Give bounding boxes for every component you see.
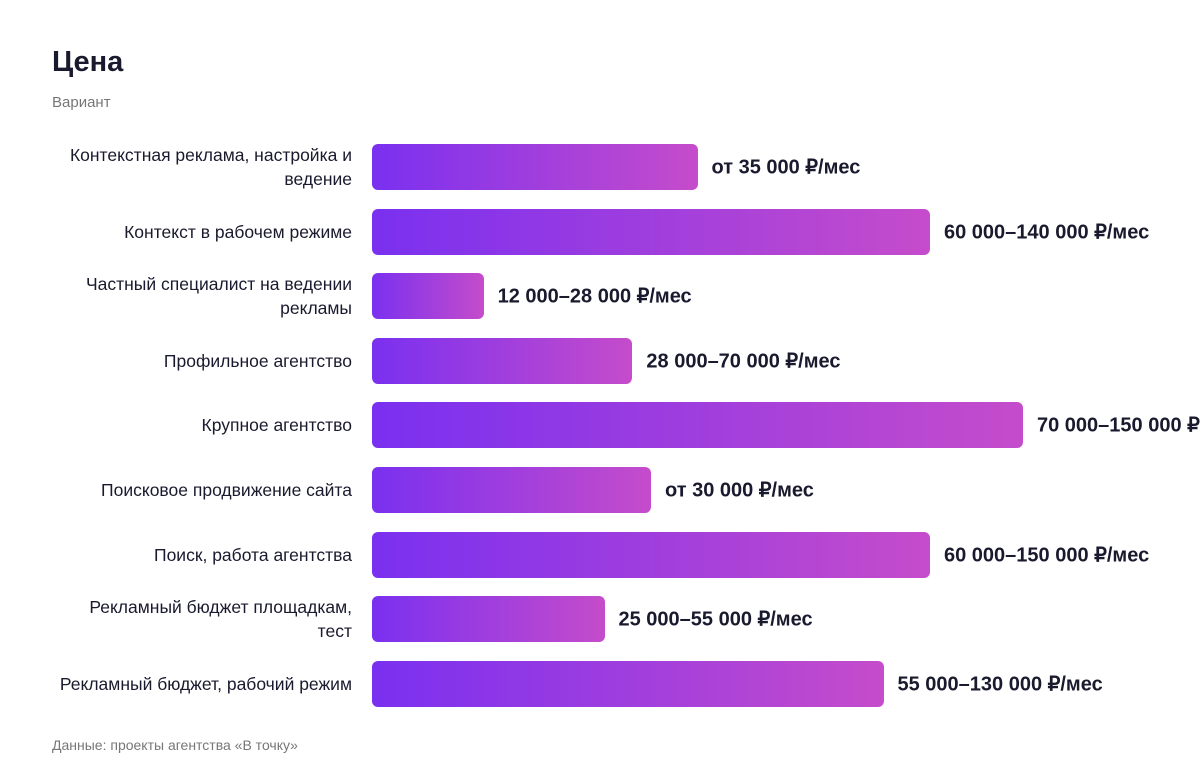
category-label: Контекстная реклама, настройка и ведение	[69, 145, 352, 189]
category-label: Частный специалист на ведении рекламы	[85, 274, 352, 319]
bar	[372, 402, 1023, 449]
bar	[372, 660, 884, 707]
chart-subtitle: Вариант	[52, 94, 111, 111]
bar	[372, 144, 698, 190]
bar	[372, 208, 930, 255]
value-label: 60 000–140 000 ₽/мес	[944, 221, 1150, 244]
category-label: Поиск, работа агентства	[153, 544, 352, 565]
bar	[372, 596, 605, 643]
category-label: Поисковое продвижение сайта	[101, 480, 352, 500]
bar	[372, 467, 651, 513]
value-label: 28 000–70 000 ₽/мес	[646, 350, 841, 373]
category-label: Рекламный бюджет, рабочий режим	[59, 673, 352, 694]
category-label: Контекст в рабочем режиме	[124, 221, 352, 242]
bar	[372, 273, 484, 320]
source-note: Данные: проекты агентства «В точку»	[52, 737, 298, 753]
value-label: от 35 000 ₽/мес	[711, 156, 861, 179]
value-label: 55 000–130 000 ₽/мес	[897, 673, 1103, 696]
value-label: 25 000–55 000 ₽/мес	[618, 608, 813, 631]
value-label: 70 000–150 000 ₽/мес	[1037, 414, 1200, 437]
value-label: 12 000–28 000 ₽/мес	[497, 285, 692, 308]
bar	[372, 531, 930, 578]
value-label: 60 000–150 000 ₽/мес	[944, 544, 1150, 567]
category-label: Крупное агентство	[201, 415, 353, 436]
bar	[372, 337, 633, 384]
chart-title: Цена	[52, 46, 124, 78]
value-label: от 30 000 ₽/мес	[665, 479, 814, 502]
category-label: Рекламный бюджет площадкам, тест	[89, 597, 352, 642]
category-label: Профильное агентство	[163, 350, 352, 371]
